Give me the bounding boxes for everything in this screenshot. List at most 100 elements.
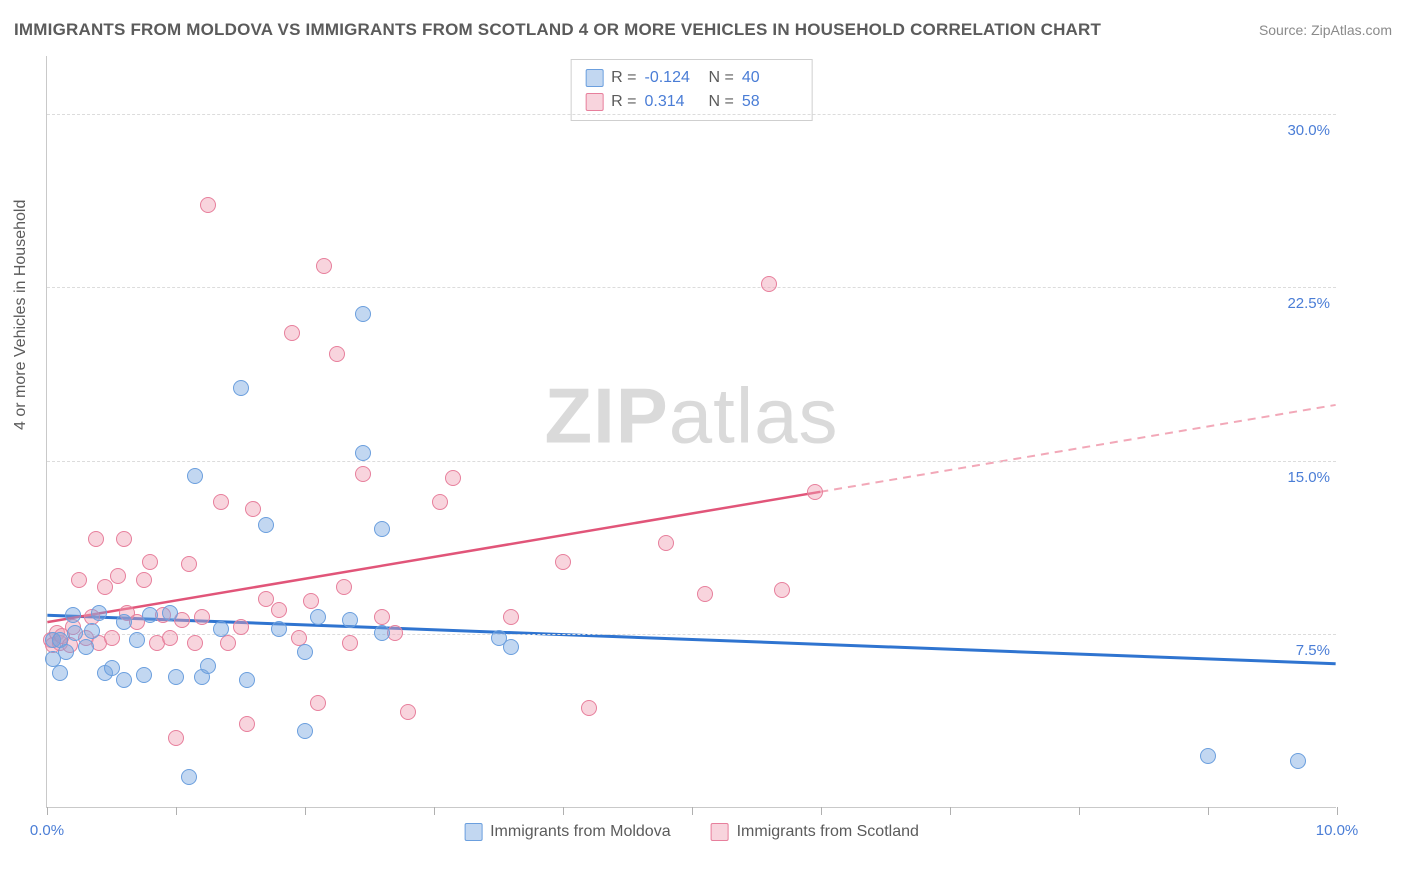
watermark-zip: ZIP <box>544 372 668 460</box>
n-value: 40 <box>742 66 798 90</box>
trend-line <box>47 492 820 622</box>
data-point-scotland <box>303 593 319 609</box>
r-label: R = <box>611 90 636 114</box>
x-tick <box>950 807 951 815</box>
data-point-scotland <box>233 619 249 635</box>
watermark-atlas: atlas <box>669 372 839 460</box>
n-label: N = <box>709 90 734 114</box>
watermark: ZIPatlas <box>544 371 838 462</box>
data-point-moldova <box>67 625 83 641</box>
data-point-moldova <box>342 612 358 628</box>
x-tick <box>305 807 306 815</box>
data-point-moldova <box>200 658 216 674</box>
gridline <box>47 114 1336 115</box>
data-point-scotland <box>168 730 184 746</box>
scatter-plot: ZIPatlas R = -0.124 N = 40 R = 0.314 N =… <box>46 56 1336 808</box>
data-point-scotland <box>336 579 352 595</box>
y-tick-label: 30.0% <box>1287 122 1330 139</box>
source-label: Source: ZipAtlas.com <box>1259 22 1392 38</box>
data-point-moldova <box>136 667 152 683</box>
data-point-scotland <box>181 556 197 572</box>
trend-lines <box>47 56 1336 807</box>
data-point-scotland <box>310 695 326 711</box>
data-point-scotland <box>97 579 113 595</box>
data-point-scotland <box>658 535 674 551</box>
data-point-scotland <box>316 258 332 274</box>
correlation-legend: R = -0.124 N = 40 R = 0.314 N = 58 <box>570 59 813 121</box>
x-tick <box>1079 807 1080 815</box>
trend-line <box>820 405 1335 492</box>
data-point-scotland <box>213 494 229 510</box>
legend-row-pink: R = 0.314 N = 58 <box>585 90 798 114</box>
data-point-moldova <box>116 614 132 630</box>
legend-row-blue: R = -0.124 N = 40 <box>585 66 798 90</box>
gridline <box>47 461 1336 462</box>
data-point-moldova <box>1290 753 1306 769</box>
chart-title: IMMIGRANTS FROM MOLDOVA VS IMMIGRANTS FR… <box>14 20 1101 40</box>
data-point-moldova <box>142 607 158 623</box>
data-point-moldova <box>181 769 197 785</box>
legend-item-moldova: Immigrants from Moldova <box>464 823 671 841</box>
x-tick <box>821 807 822 815</box>
data-point-moldova <box>78 639 94 655</box>
data-point-scotland <box>136 572 152 588</box>
legend-label: Immigrants from Scotland <box>737 823 919 841</box>
x-tick-label: 0.0% <box>30 822 64 839</box>
data-point-moldova <box>503 639 519 655</box>
data-point-moldova <box>239 672 255 688</box>
data-point-scotland <box>555 554 571 570</box>
data-point-scotland <box>761 276 777 292</box>
data-point-moldova <box>104 660 120 676</box>
data-point-moldova <box>374 521 390 537</box>
legend-item-scotland: Immigrants from Scotland <box>711 823 919 841</box>
data-point-scotland <box>104 630 120 646</box>
y-tick-label: 22.5% <box>1287 295 1330 312</box>
swatch-blue-icon <box>464 823 482 841</box>
x-tick <box>692 807 693 815</box>
x-tick <box>434 807 435 815</box>
data-point-scotland <box>807 484 823 500</box>
data-point-scotland <box>445 470 461 486</box>
data-point-scotland <box>374 609 390 625</box>
data-point-moldova <box>116 672 132 688</box>
data-point-scotland <box>697 586 713 602</box>
data-point-scotland <box>432 494 448 510</box>
data-point-scotland <box>110 568 126 584</box>
data-point-scotland <box>284 325 300 341</box>
swatch-blue-icon <box>585 69 603 87</box>
data-point-moldova <box>297 644 313 660</box>
data-point-moldova <box>297 723 313 739</box>
data-point-moldova <box>355 306 371 322</box>
data-point-moldova <box>233 380 249 396</box>
data-point-moldova <box>355 445 371 461</box>
data-point-scotland <box>503 609 519 625</box>
data-point-moldova <box>168 669 184 685</box>
data-point-scotland <box>162 630 178 646</box>
y-axis-label: 4 or more Vehicles in Household <box>12 200 30 430</box>
data-point-scotland <box>355 466 371 482</box>
data-point-scotland <box>400 704 416 720</box>
data-point-scotland <box>187 635 203 651</box>
swatch-pink-icon <box>711 823 729 841</box>
data-point-scotland <box>220 635 236 651</box>
y-tick-label: 15.0% <box>1287 469 1330 486</box>
data-point-moldova <box>213 621 229 637</box>
x-tick <box>563 807 564 815</box>
r-value: 0.314 <box>645 90 701 114</box>
data-point-scotland <box>329 346 345 362</box>
data-point-scotland <box>200 197 216 213</box>
legend-label: Immigrants from Moldova <box>490 823 671 841</box>
data-point-scotland <box>142 554 158 570</box>
data-point-scotland <box>194 609 210 625</box>
x-tick <box>1208 807 1209 815</box>
data-point-scotland <box>271 602 287 618</box>
data-point-scotland <box>342 635 358 651</box>
series-legend: Immigrants from Moldova Immigrants from … <box>464 823 919 841</box>
gridline <box>47 287 1336 288</box>
data-point-moldova <box>52 665 68 681</box>
data-point-moldova <box>374 625 390 641</box>
y-tick-label: 7.5% <box>1296 642 1330 659</box>
data-point-moldova <box>1200 748 1216 764</box>
data-point-moldova <box>84 623 100 639</box>
r-value: -0.124 <box>645 66 701 90</box>
